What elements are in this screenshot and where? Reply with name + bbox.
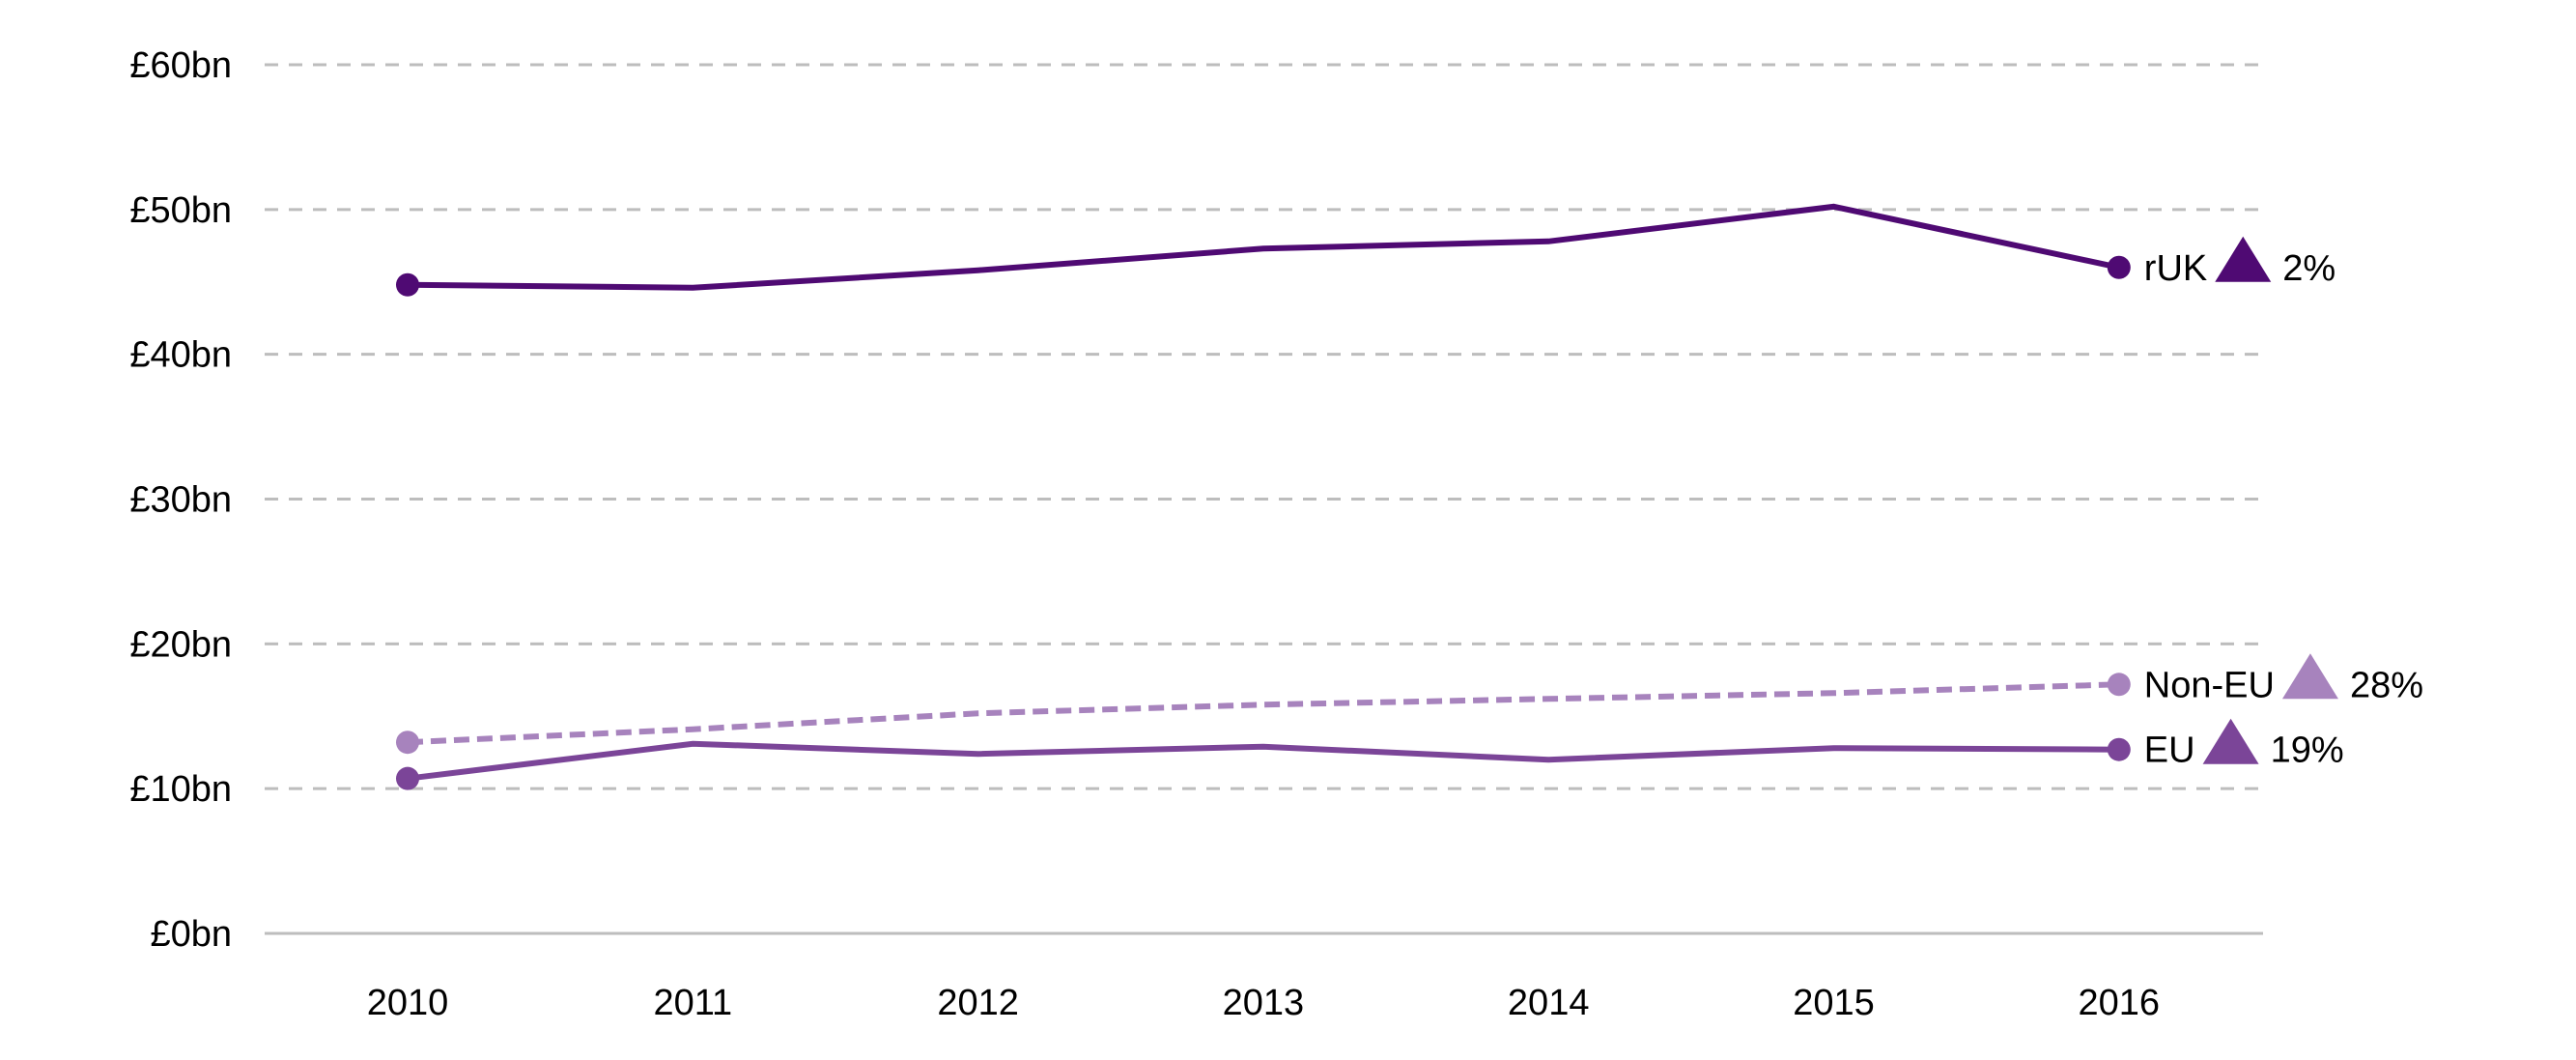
series-label-non-eu: Non-EU 28% (2144, 653, 2423, 705)
x-tick-label: 2015 (1793, 983, 1875, 1023)
y-tick-label: £0bn (150, 914, 232, 955)
series-change: 2% (2282, 248, 2335, 289)
series-change: 28% (2350, 665, 2423, 705)
x-tick-label: 2010 (367, 983, 449, 1023)
series-label-eu: EU 19% (2144, 718, 2344, 771)
series-name: Non-EU (2144, 665, 2275, 705)
data-point (396, 766, 419, 790)
data-point (2107, 255, 2131, 279)
x-tick-label: 2014 (1508, 983, 1590, 1023)
data-point (2107, 737, 2131, 761)
series-change: 19% (2271, 731, 2344, 771)
y-tick-label: £20bn (129, 624, 232, 665)
series-name: rUK (2144, 248, 2207, 289)
x-tick-label: 2011 (653, 983, 732, 1023)
series-line-ruk (407, 203, 2120, 291)
series-line-eu (407, 740, 2119, 782)
up-triangle-icon (2215, 236, 2272, 282)
y-tick-label: £40bn (129, 335, 232, 376)
x-tick-label: 2013 (1223, 983, 1305, 1023)
series-label-ruk: rUK 2% (2144, 236, 2335, 289)
x-tick-label: 2012 (937, 983, 1019, 1023)
y-tick-label: £50bn (129, 190, 232, 231)
series-line-non-eu (407, 681, 2119, 746)
y-tick-label: £10bn (129, 769, 232, 810)
data-point (396, 731, 419, 755)
up-triangle-icon (2202, 718, 2259, 764)
data-point (396, 272, 419, 297)
up-triangle-icon (2281, 653, 2338, 700)
x-tick-label: 2016 (2079, 983, 2161, 1023)
series-name: EU (2144, 731, 2195, 771)
y-tick-label: £30bn (129, 480, 232, 521)
y-tick-label: £60bn (129, 45, 232, 86)
data-point (2107, 673, 2131, 697)
